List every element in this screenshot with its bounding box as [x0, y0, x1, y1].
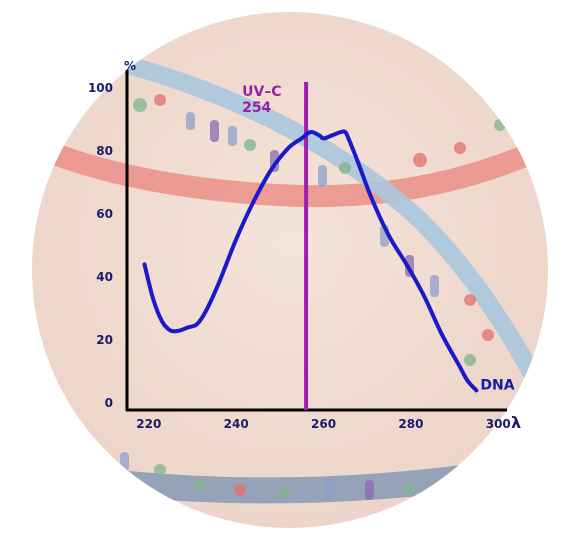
x-tick-label: 260 [311, 417, 336, 431]
y-unit-label: % [124, 59, 136, 73]
x-unit-label: λ [511, 413, 521, 432]
x-tick-label: 240 [224, 417, 249, 431]
background-nucleotides [120, 94, 506, 500]
dna-series-label: DNA [480, 377, 514, 393]
uvc-wavelength-label: 254 [242, 100, 271, 116]
x-tick-labels: 220 240 260 280 300 [136, 417, 510, 431]
x-tick-label: 280 [398, 417, 423, 431]
y-tick-label: 20 [96, 333, 113, 347]
y-tick-label: 100 [88, 81, 113, 95]
y-tick-label: 80 [96, 144, 113, 158]
background-blue-strand [107, 51, 548, 434]
uvc-label: UV–C [242, 84, 281, 100]
background-disc [32, 12, 548, 528]
axes: % λ [124, 59, 521, 432]
y-tick-label: 40 [96, 270, 113, 284]
x-tick-label: 300 [486, 417, 511, 431]
x-tick-label: 220 [136, 417, 161, 431]
y-tick-label: 60 [96, 207, 113, 221]
dna-absorption-line [142, 129, 479, 393]
y-tick-label: 0 [105, 396, 113, 410]
background-red-strand [32, 120, 548, 208]
y-tick-labels: 0 20 40 60 80 100 [88, 81, 113, 410]
